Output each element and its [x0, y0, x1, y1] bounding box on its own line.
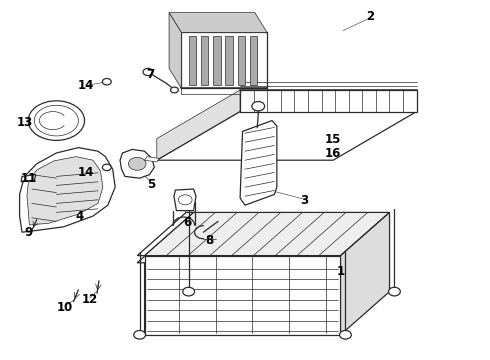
Circle shape	[102, 164, 111, 171]
Text: 4: 4	[76, 210, 84, 223]
Text: 7: 7	[147, 68, 154, 81]
Ellipse shape	[28, 101, 84, 140]
Text: 13: 13	[16, 116, 33, 129]
Polygon shape	[213, 36, 220, 85]
Circle shape	[340, 330, 351, 339]
Polygon shape	[225, 36, 233, 85]
Polygon shape	[201, 36, 208, 85]
Circle shape	[183, 287, 195, 296]
Circle shape	[102, 78, 111, 85]
Circle shape	[128, 157, 146, 170]
Polygon shape	[137, 220, 196, 263]
Circle shape	[143, 68, 153, 76]
Polygon shape	[157, 90, 240, 160]
Text: 8: 8	[206, 234, 214, 247]
Polygon shape	[174, 189, 196, 211]
Polygon shape	[157, 112, 416, 160]
Text: 15: 15	[325, 133, 342, 146]
Polygon shape	[27, 157, 103, 225]
Polygon shape	[20, 148, 115, 232]
Polygon shape	[145, 157, 159, 162]
Polygon shape	[169, 13, 255, 68]
Polygon shape	[240, 121, 277, 205]
Polygon shape	[181, 32, 267, 88]
Polygon shape	[21, 175, 36, 182]
Text: 11: 11	[20, 172, 37, 185]
Text: 3: 3	[300, 194, 308, 207]
Polygon shape	[137, 212, 196, 256]
Text: 12: 12	[81, 293, 98, 306]
Polygon shape	[341, 212, 390, 335]
Text: 14: 14	[77, 79, 94, 92]
Polygon shape	[238, 36, 245, 85]
Polygon shape	[120, 149, 154, 178]
Circle shape	[134, 330, 146, 339]
Ellipse shape	[34, 105, 78, 136]
Polygon shape	[240, 90, 416, 112]
Polygon shape	[250, 36, 257, 85]
Text: 9: 9	[25, 226, 33, 239]
Polygon shape	[169, 13, 181, 88]
Text: 14: 14	[77, 166, 94, 179]
Polygon shape	[145, 212, 390, 256]
Polygon shape	[189, 36, 196, 85]
Text: 1: 1	[337, 265, 344, 278]
Text: 6: 6	[183, 216, 191, 229]
Text: 2: 2	[366, 10, 374, 23]
Circle shape	[171, 87, 178, 93]
Polygon shape	[145, 212, 194, 335]
Text: 16: 16	[325, 147, 342, 159]
Polygon shape	[247, 196, 260, 203]
Circle shape	[252, 102, 265, 111]
Text: 5: 5	[147, 178, 155, 191]
Polygon shape	[145, 256, 341, 335]
Circle shape	[178, 195, 192, 205]
Polygon shape	[169, 13, 267, 32]
Text: 10: 10	[57, 301, 74, 314]
Circle shape	[389, 287, 400, 296]
